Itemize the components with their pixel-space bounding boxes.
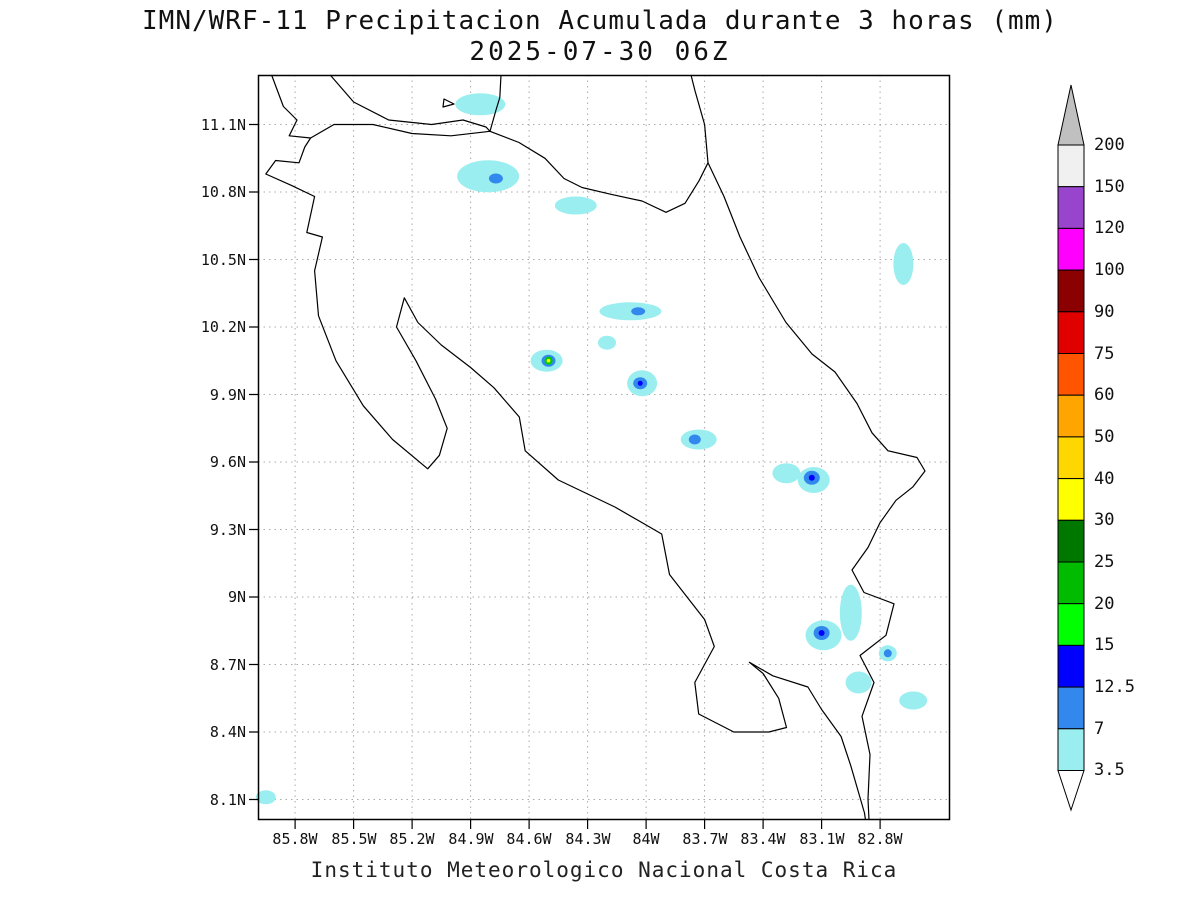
- precip-blob: [455, 93, 506, 116]
- lon-tick-label: 84.6W: [506, 830, 552, 848]
- colorbar-level-label: 120: [1094, 218, 1125, 238]
- map-canvas: [249, 74, 951, 829]
- colorbar-level-label: 40: [1094, 469, 1115, 489]
- attribution-text: Instituto Meteorologico Nacional Costa R…: [310, 858, 898, 882]
- colorbar-segment: [1057, 311, 1085, 355]
- lake-islet: [442, 98, 455, 108]
- lat-tick-label: 10.5N: [200, 250, 246, 269]
- colorbar-segment: [1057, 686, 1085, 730]
- colorbar-segment: [1057, 353, 1085, 396]
- lon-tick-label: 83.7W: [682, 830, 728, 848]
- plot-datetime: 2025-07-30 06Z: [469, 37, 731, 67]
- colorbar-level-label: 7: [1094, 719, 1105, 739]
- lake-nicaragua-shore: [329, 74, 502, 132]
- colorbar-level-label: 100: [1094, 260, 1125, 280]
- colorbar-segment: [1057, 603, 1085, 646]
- precip-blob: [598, 335, 616, 350]
- lat-tick-label: 11.1N: [200, 115, 246, 134]
- colorbar-segment: [1057, 186, 1085, 229]
- colorbar-segment: [1057, 728, 1085, 771]
- precip-blob: [893, 243, 914, 285]
- colorbar-segment: [1057, 478, 1085, 521]
- colorbar-segment: [1057, 144, 1085, 188]
- lon-tick-label: 83.1W: [799, 830, 845, 848]
- colorbar-cap-top: [1057, 84, 1085, 146]
- colorbar-cap-bottom: [1057, 770, 1085, 812]
- colorbar-level-label: 50: [1094, 427, 1115, 447]
- lat-tick-label: 8.7N: [209, 655, 246, 674]
- precip-core-deep: [637, 380, 643, 386]
- plot-title: IMN/WRF-11 Precipitacion Acumulada duran…: [142, 6, 1058, 36]
- lon-tick-label: 85.8W: [272, 830, 318, 848]
- gridlines-horizontal: [258, 124, 950, 800]
- precip-blob: [845, 671, 872, 694]
- precip-blob: [599, 302, 662, 321]
- precip-blob: [772, 463, 801, 484]
- lon-tick-label: 84.3W: [565, 830, 611, 848]
- lat-tick-label: 10.2N: [200, 318, 246, 336]
- colorbar-level-label: 3.5: [1094, 760, 1125, 780]
- colorbar-segment: [1057, 436, 1085, 480]
- precip-layer-medium: [488, 173, 892, 658]
- precip-blob: [255, 790, 276, 805]
- lat-tick-label: 9.3N: [209, 520, 246, 539]
- border-nicaragua: [310, 74, 709, 213]
- precip-blob: [839, 584, 862, 641]
- gridlines-vertical: [294, 75, 881, 820]
- lat-tick-label: 9.9N: [209, 385, 246, 404]
- colorbar-level-label: 15: [1094, 635, 1115, 655]
- colorbar-level-label: 12.5: [1094, 677, 1135, 697]
- lon-tick-label: 84W: [632, 830, 660, 848]
- map-frame: [257, 74, 951, 821]
- colorbar: [1057, 84, 1085, 812]
- colorbar-level-label: 90: [1094, 302, 1115, 322]
- colorbar-level-label: 60: [1094, 385, 1115, 405]
- colorbar-level-label: 20: [1094, 594, 1115, 614]
- precip-layer-light: [255, 93, 928, 805]
- precip-blob: [899, 691, 928, 710]
- precip-core-deep: [808, 474, 815, 481]
- lat-tick-label: 9.6N: [209, 453, 246, 471]
- precip-core: [488, 173, 503, 184]
- precip-core-yellow: [546, 358, 551, 363]
- lon-tick-label: 84.9W: [448, 830, 494, 848]
- precip-blob: [457, 160, 520, 193]
- colorbar-segment: [1057, 519, 1085, 563]
- lat-tick-label: 8.4N: [209, 723, 246, 741]
- axis-ticks-left: [249, 123, 258, 801]
- lat-tick-label: 10.8N: [200, 183, 246, 201]
- lon-tick-label: 85.5W: [331, 830, 377, 848]
- lon-tick-label: 82.8W: [857, 830, 903, 848]
- precip-blob: [554, 196, 597, 215]
- coastline-caribbean-and-border-panama: [707, 162, 926, 821]
- lon-tick-label: 83.4W: [740, 830, 786, 848]
- colorbar-segment: [1057, 227, 1085, 271]
- lon-tick-label: 85.2W: [389, 830, 435, 848]
- colorbar-segment: [1057, 644, 1085, 688]
- precip-core: [631, 307, 646, 316]
- precip-core: [883, 649, 892, 658]
- colorbar-level-label: 200: [1094, 135, 1125, 155]
- colorbar-segment: [1057, 269, 1085, 313]
- precip-layer-deep: [637, 380, 825, 636]
- coastline-pacific: [265, 74, 867, 821]
- colorbar-level-label: 150: [1094, 177, 1125, 197]
- colorbar-level-label: 30: [1094, 510, 1115, 530]
- colorbar-level-label: 75: [1094, 344, 1115, 364]
- axis-ticks-bottom: [294, 820, 881, 829]
- lat-tick-label: 9N: [227, 588, 246, 606]
- lat-tick-label: 8.1N: [209, 790, 246, 809]
- colorbar-segment: [1057, 394, 1085, 438]
- colorbar-segment: [1057, 561, 1085, 605]
- precip-core-deep: [818, 630, 825, 636]
- precip-core: [688, 434, 701, 445]
- colorbar-level-label: 25: [1094, 552, 1115, 572]
